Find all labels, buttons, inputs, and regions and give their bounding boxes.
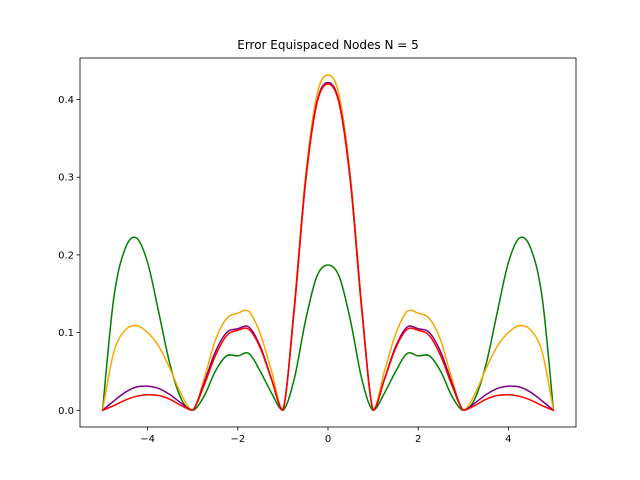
y-tick-label: 0.1 <box>58 328 74 339</box>
series-layer <box>101 73 555 412</box>
series-line-4 <box>101 83 555 412</box>
y-tick-label: 0.4 <box>58 95 74 106</box>
y-tick-label: 0.0 <box>58 406 74 417</box>
x-tick-label: −2 <box>230 434 245 445</box>
plot-area <box>80 58 576 427</box>
x-tick-label: 0 <box>325 434 331 445</box>
x-tick-label: 4 <box>505 434 511 445</box>
chart-title: Error Equispaced Nodes N = 5 <box>237 38 419 52</box>
x-tick-label: 2 <box>415 434 421 445</box>
y-axis-ticks: 0.0 0.1 0.2 0.3 0.4 <box>58 95 80 417</box>
y-tick-label: 0.3 <box>58 173 74 184</box>
x-tick-label: −4 <box>140 434 155 445</box>
series-line-2 <box>101 73 555 412</box>
series-line-3 <box>101 81 555 412</box>
plot-frame <box>79 57 577 428</box>
y-tick-label: 0.2 <box>58 250 74 261</box>
x-axis-ticks: −4 −2 0 2 4 <box>140 427 512 445</box>
series-line-1 <box>101 236 555 412</box>
